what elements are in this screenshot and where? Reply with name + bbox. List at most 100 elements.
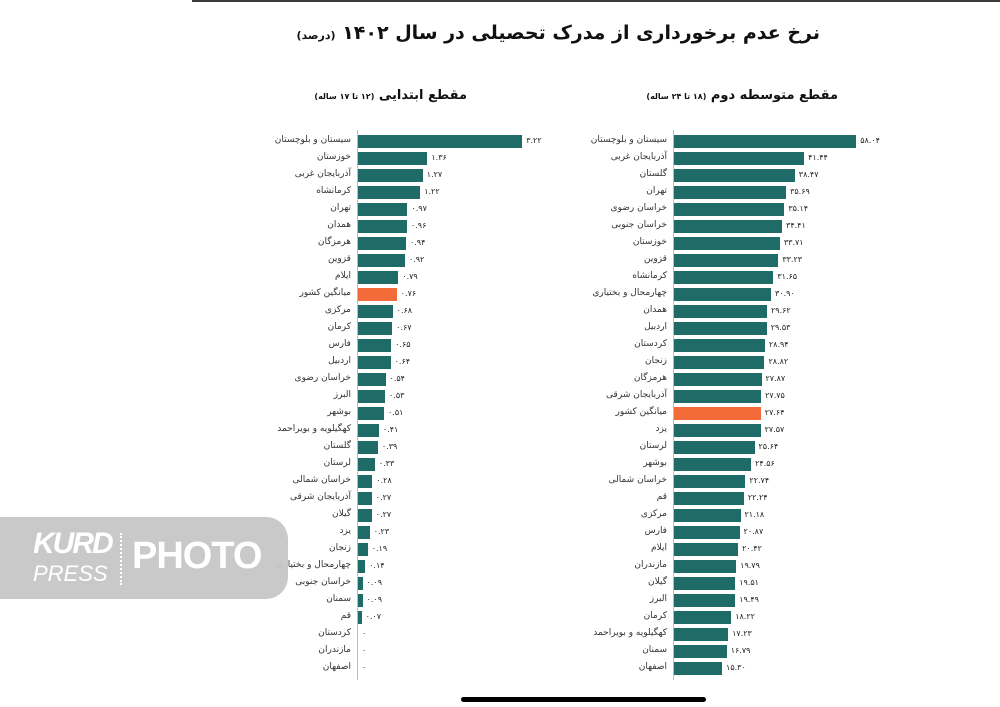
category-label: اصفهان	[322, 662, 351, 672]
value-label: ۲۷.۷۵	[765, 391, 785, 400]
kurdpress-photo-watermark: KURD PRESS PHOTO	[0, 517, 288, 599]
data-bar	[674, 441, 755, 454]
title-text: نرخ عدم برخورداری از مدرک تحصیلی در سال …	[342, 22, 820, 44]
data-bar	[674, 305, 767, 318]
category-label: خراسان شمالی	[292, 475, 351, 485]
bar-row: زنجان ۰.۱۹	[0, 542, 1000, 559]
bar-row: خوزستان ۱.۳۶	[0, 151, 1000, 168]
bar-row: چهارمحال و بختیاری ۳۰.۹۰	[0, 287, 1000, 304]
category-label: خراسان جنوبی	[611, 220, 667, 230]
data-bar	[674, 424, 761, 437]
category-label: چهارمحال و بختیاری	[276, 560, 351, 570]
bar-row: مازندران ۱۹.۷۹	[0, 559, 1000, 576]
value-label: ۴۱.۴۴	[808, 153, 828, 162]
bar-row: خوزستان ۳۳.۷۱	[0, 236, 1000, 253]
chart-title: نرخ عدم برخورداری از مدرک تحصیلی در سال …	[297, 22, 820, 44]
bar-row: کرمان ۱۸.۲۲	[0, 610, 1000, 627]
value-label: ۰.۶۵	[395, 340, 411, 349]
bar-row: سیستان و بلوچستان ۳.۲۲	[0, 134, 1000, 151]
data-bar	[674, 458, 752, 471]
bar-row: قزوین ۰.۹۲	[0, 253, 1000, 270]
data-bar	[358, 492, 372, 505]
category-label: زنجان	[644, 356, 667, 366]
category-label: خراسان جنوبی	[295, 577, 351, 587]
category-label: کرمان	[643, 611, 667, 621]
data-bar	[674, 339, 765, 352]
watermark-brand-top: KURD	[33, 527, 114, 560]
watermark-word: PHOTO	[132, 535, 262, 577]
category-label: مرکزی	[324, 305, 351, 315]
category-label: همدان	[643, 305, 667, 315]
bar-row: ایلام ۲۰.۴۲	[0, 542, 1000, 559]
data-bar	[674, 220, 783, 233]
data-bar	[358, 577, 363, 590]
data-bar	[358, 390, 386, 403]
value-label: ۳۵.۱۴	[788, 204, 809, 213]
data-bar	[358, 339, 392, 352]
data-bar	[674, 526, 740, 539]
bar-row: آذربایجان شرقی ۲۷.۷۵	[0, 389, 1000, 406]
value-label: ۵۸.۰۴	[860, 136, 880, 145]
value-label: ۰	[362, 629, 367, 638]
watermark-brand-bottom: PRESS	[33, 561, 108, 586]
value-label: ۲۲.۷۴	[749, 476, 770, 485]
value-label: ۳۴.۴۱	[786, 221, 806, 230]
bar-row: ایلام ۰.۷۹	[0, 270, 1000, 287]
value-label: ۱.۲۷	[426, 170, 443, 179]
left-chart-title: مقطع ابتدایی (۱۲ تا ۱۷ ساله)	[300, 88, 467, 103]
bar-row: البرز ۱۹.۴۹	[0, 593, 1000, 610]
data-bar	[358, 526, 370, 539]
bar-row: فارس ۰.۶۵	[0, 338, 1000, 355]
data-bar	[674, 322, 767, 335]
category-label: ایلام	[335, 271, 351, 281]
value-label: ۱.۳۶	[431, 153, 447, 162]
value-label: ۰.۶۴	[394, 357, 411, 366]
bar-row: بوشهر ۲۴.۵۶	[0, 457, 1000, 474]
value-label: ۰.۹۶	[410, 221, 427, 230]
bar-row: تهران ۳۵.۶۹	[0, 185, 1000, 202]
value-label: ۲۸.۸۲	[768, 357, 789, 366]
bar-row: خراسان رضوی ۳۵.۱۴	[0, 202, 1000, 219]
value-label: ۰.۹۴	[409, 238, 426, 247]
value-label: ۰.۵۳	[389, 391, 405, 400]
value-label: ۰	[362, 663, 367, 672]
category-label: البرز	[333, 390, 351, 400]
value-label: ۰.۰۹	[366, 595, 383, 604]
bar-row: بوشهر ۰.۵۱	[0, 406, 1000, 423]
category-label: تهران	[646, 186, 667, 196]
chart-axis-line	[357, 130, 358, 680]
category-label: مازندران	[318, 645, 351, 655]
data-bar	[358, 186, 421, 199]
data-bar	[674, 594, 736, 607]
category-label: قم	[656, 492, 667, 502]
category-label: بوشهر	[643, 458, 667, 468]
value-label: ۰.۹۲	[408, 255, 425, 264]
category-label: قم	[340, 611, 351, 621]
bar-row: زنجان ۲۸.۸۲	[0, 355, 1000, 372]
bar-row: کهگیلویه و بویراحمد ۱۷.۲۳	[0, 627, 1000, 644]
bar-row: همدان ۰.۹۶	[0, 219, 1000, 236]
data-bar	[674, 254, 779, 267]
data-bar	[674, 271, 774, 284]
category-label: اردبیل	[644, 322, 667, 332]
bar-row: سمنان ۱۶.۷۹	[0, 644, 1000, 661]
data-bar	[674, 628, 729, 641]
top-border-line	[192, 0, 1000, 2]
data-bar	[358, 220, 407, 233]
value-label: ۲۲.۲۴	[747, 493, 768, 502]
data-bar	[674, 152, 805, 165]
data-bar	[674, 611, 732, 624]
category-label: زنجان	[328, 543, 351, 553]
right-chart-title: مقطع متوسطه دوم (۱۸ تا ۲۴ ساله)	[600, 88, 838, 103]
data-bar	[674, 356, 765, 369]
bar-row: گلستان ۳۸.۴۷	[0, 168, 1000, 185]
category-label: کرمانشاه	[632, 271, 667, 281]
data-bar	[674, 662, 723, 675]
category-label: سیستان و بلوچستان	[274, 135, 351, 145]
category-label: کردستان	[634, 339, 667, 349]
value-label: ۰	[362, 646, 367, 655]
category-label: میانگین کشور	[299, 288, 352, 298]
bar-row: کردستان ۰	[0, 627, 1000, 644]
data-bar	[674, 560, 737, 573]
category-label: آذربایجان غربی	[610, 152, 667, 162]
